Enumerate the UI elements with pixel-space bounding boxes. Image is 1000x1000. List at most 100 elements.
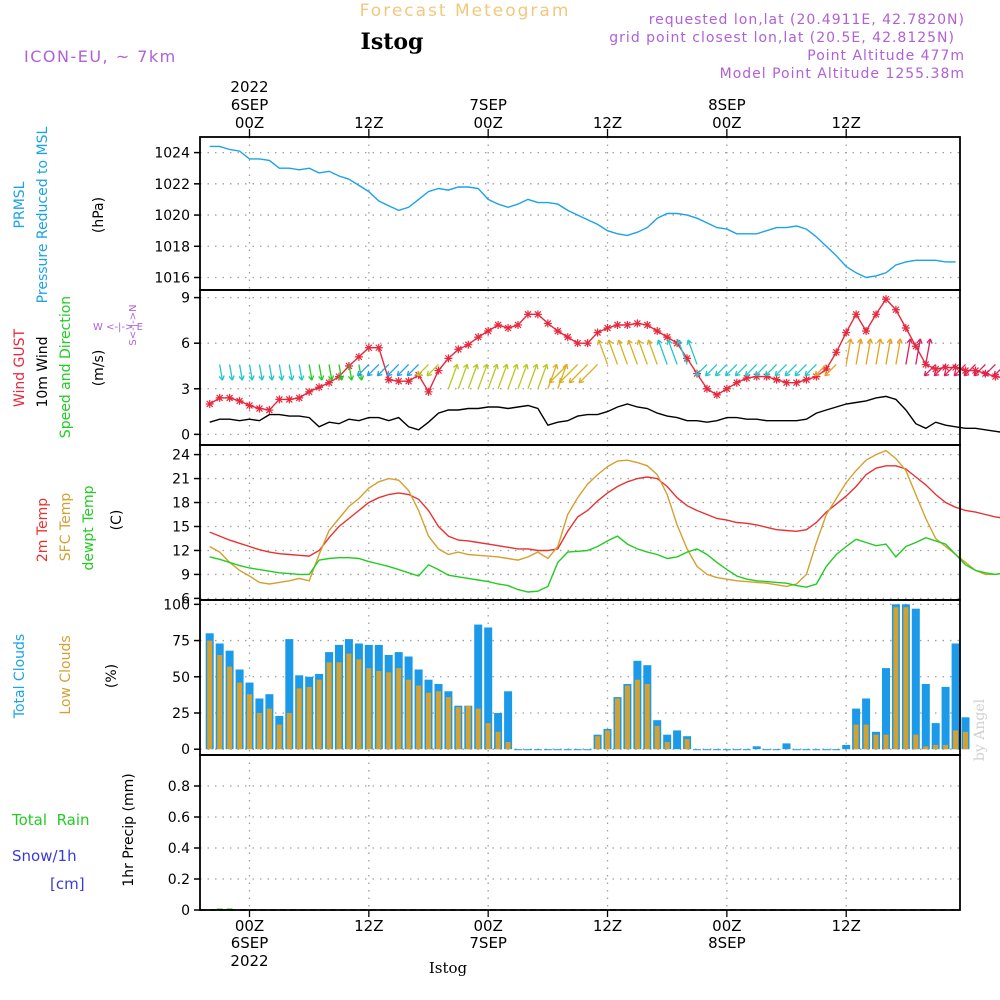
wind-arrow-head bbox=[338, 375, 345, 381]
wind-arrow-head bbox=[896, 338, 903, 344]
temp-dew-label: dewpt Temp bbox=[81, 485, 97, 570]
low-cloud-bar bbox=[306, 686, 312, 750]
y-tick-label: 1024 bbox=[154, 146, 190, 162]
wind-arrow bbox=[557, 364, 568, 389]
wind-arrow-head bbox=[366, 370, 373, 377]
y-tick-label: 9 bbox=[181, 291, 190, 307]
wind-arrow bbox=[527, 364, 538, 389]
gust-marker bbox=[444, 354, 453, 363]
wind-arrow-head bbox=[512, 363, 519, 370]
y-tick-label: 75 bbox=[172, 634, 190, 650]
wind-arrow-head bbox=[866, 338, 874, 344]
gust-marker bbox=[305, 387, 314, 396]
wind-arrow bbox=[228, 364, 234, 381]
wind-arrow bbox=[238, 364, 243, 381]
wind-arrow-head bbox=[754, 370, 761, 377]
cloud-low-label: Low Clouds bbox=[58, 635, 74, 714]
low-cloud-bar bbox=[356, 659, 362, 750]
low-cloud-bar bbox=[445, 697, 451, 750]
gust-marker bbox=[424, 387, 433, 396]
wind-arrow-head bbox=[916, 338, 923, 344]
wind-arrow bbox=[607, 339, 619, 365]
bottom-date-label: 7SEP bbox=[469, 934, 507, 952]
bottom-year-label: 2022 bbox=[230, 952, 268, 970]
gust-marker bbox=[315, 383, 324, 392]
low-cloud-bar bbox=[485, 723, 491, 750]
wind-arrow bbox=[547, 364, 558, 389]
wind-arrow-head bbox=[876, 338, 883, 344]
gust-marker bbox=[961, 366, 970, 375]
wind-arrow bbox=[657, 339, 668, 365]
wind-arrow bbox=[764, 364, 778, 377]
total-cloud-bar bbox=[752, 746, 761, 750]
gust-marker bbox=[504, 323, 513, 332]
gust-marker bbox=[543, 319, 552, 328]
watermark: by Angel bbox=[972, 698, 988, 761]
total-cloud-bar bbox=[862, 698, 871, 750]
wind-arrow bbox=[288, 364, 293, 381]
gust-marker bbox=[215, 393, 224, 402]
wind-arrow-head bbox=[933, 370, 940, 377]
gust-marker bbox=[583, 339, 592, 348]
low-cloud-bar bbox=[684, 739, 690, 750]
temp-unit: (C) bbox=[109, 510, 125, 531]
low-cloud-bar bbox=[256, 713, 262, 750]
gust-marker bbox=[643, 320, 652, 329]
gust-marker bbox=[832, 348, 841, 357]
wind-arrow-head bbox=[248, 375, 255, 381]
total-cloud-bar bbox=[941, 686, 950, 750]
total-cloud-bar bbox=[921, 684, 930, 750]
wind-arrow bbox=[943, 364, 957, 377]
wind-arrow-head bbox=[328, 375, 335, 381]
wind-arrow bbox=[637, 339, 648, 365]
wind-arrow bbox=[548, 364, 569, 384]
gust-marker bbox=[464, 340, 473, 349]
total-cloud-bar bbox=[533, 749, 542, 751]
wind-arrow bbox=[973, 364, 986, 377]
location-title: Istog bbox=[361, 29, 424, 55]
gust-marker bbox=[613, 320, 622, 329]
wind-arrow bbox=[426, 364, 439, 377]
wind-arrow bbox=[447, 364, 458, 389]
wind-arrow-head bbox=[552, 363, 559, 370]
low-cloud-bar bbox=[276, 724, 282, 750]
panel-frame bbox=[199, 754, 961, 911]
series-line-sfc-temp bbox=[209, 449, 1000, 588]
wind-arrow bbox=[308, 364, 313, 381]
y-tick-label: 3 bbox=[181, 382, 190, 398]
total-cloud-bar bbox=[911, 608, 920, 750]
wind-arrow-head bbox=[357, 375, 365, 381]
gust-marker bbox=[384, 375, 393, 384]
wind-unit: (m/s) bbox=[91, 350, 107, 387]
wind-arrow-head bbox=[578, 377, 585, 384]
y-tick-label: 25 bbox=[172, 706, 190, 722]
wind-arrow-head bbox=[542, 363, 549, 370]
wind-arrow bbox=[915, 338, 921, 365]
wind-arrow bbox=[885, 338, 892, 365]
gust-marker bbox=[872, 310, 881, 319]
gust-marker bbox=[941, 363, 950, 372]
compass-we: W <-|-> E bbox=[93, 322, 143, 333]
gust-marker bbox=[285, 395, 294, 404]
wind-arrow-head bbox=[794, 370, 801, 377]
low-cloud-bar bbox=[893, 607, 899, 750]
wind-arrow-head bbox=[686, 339, 693, 346]
pressure-label-2: Pressure Reduced to MSL bbox=[35, 126, 51, 303]
precip-rain-label: Total Rain bbox=[11, 811, 90, 829]
wind-arrow-head bbox=[923, 370, 930, 377]
wind-arrow bbox=[338, 364, 343, 381]
y-tick-label: 15 bbox=[172, 519, 190, 535]
low-cloud-bar bbox=[406, 679, 412, 750]
wind-arrow bbox=[734, 364, 748, 377]
wind-arrow bbox=[348, 364, 353, 381]
total-cloud-bar bbox=[553, 749, 562, 751]
wind-arrow bbox=[963, 364, 976, 377]
wind-arrow-head bbox=[502, 363, 509, 370]
total-cloud-bar bbox=[703, 749, 711, 751]
pressure-unit: (hPa) bbox=[91, 197, 107, 233]
total-cloud-bar bbox=[772, 749, 781, 751]
series-line-dewpt-temp bbox=[209, 535, 1000, 593]
low-cloud-bar bbox=[266, 708, 272, 750]
wind-arrow-head bbox=[724, 370, 731, 377]
gust-marker bbox=[553, 327, 562, 336]
